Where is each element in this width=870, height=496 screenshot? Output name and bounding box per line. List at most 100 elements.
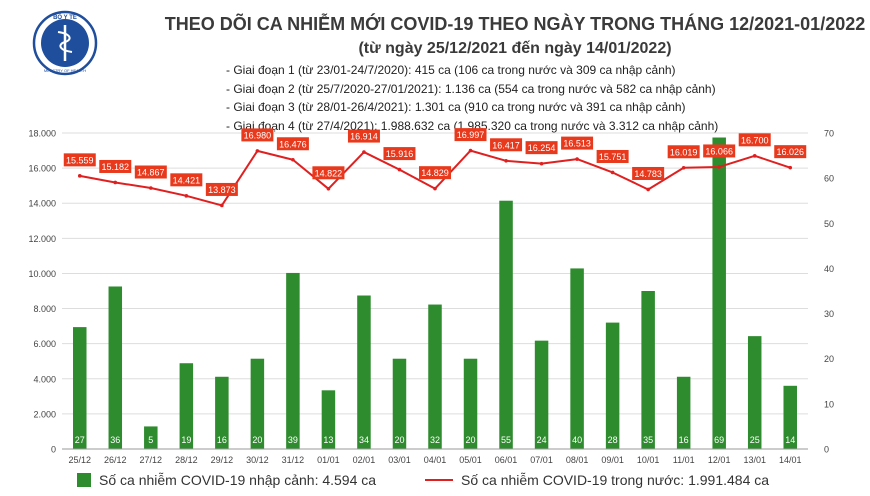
bar-value-label: 32 [430, 435, 440, 445]
logo-text: BỘ Y TẾ [53, 13, 77, 21]
x-axis-tick-label: 29/12 [211, 455, 234, 465]
x-axis-tick-label: 28/12 [175, 455, 198, 465]
logo-subtext: MINISTRY OF HEALTH [44, 68, 86, 73]
bar-value-label: 36 [110, 435, 120, 445]
bar [321, 390, 336, 449]
bar-value-label: 25 [750, 435, 760, 445]
left-axis-tick-label: 12.000 [28, 234, 56, 244]
bar-value-label: 27 [75, 435, 85, 445]
x-axis-tick-label: 10/01 [637, 455, 660, 465]
bar [463, 358, 478, 449]
bar [179, 363, 194, 449]
legend-imported: Số ca nhiễm COVID-19 nhập cảnh: 4.594 ca [77, 472, 376, 488]
line-point [184, 194, 189, 198]
bar-value-label: 19 [181, 435, 191, 445]
line-label-background [63, 153, 96, 167]
right-axis-tick-label: 0 [824, 445, 829, 455]
line-label-background [632, 166, 665, 180]
left-axis-tick-label: 4.000 [33, 374, 56, 384]
line-value-label: 16.513 [563, 139, 591, 149]
right-axis-tick-label: 70 [824, 129, 834, 139]
bar [712, 137, 726, 449]
domestic-cases-line [79, 149, 791, 207]
line-label-background [134, 165, 167, 179]
line-label-background [312, 166, 345, 180]
bar-value-label: 69 [714, 435, 724, 445]
line-label-background [99, 159, 132, 173]
right-axis-tick-label: 10 [824, 399, 834, 409]
bar-value-label: 20 [466, 435, 476, 445]
line-point [113, 180, 118, 185]
x-axis-tick-label: 12/01 [708, 455, 731, 465]
line-point [326, 186, 331, 191]
line-value-label: 14.421 [173, 175, 201, 185]
legend-domestic: Số ca nhiễm COVID-19 trong nước: 1.991.4… [425, 472, 769, 488]
line-label-background [596, 149, 629, 163]
line-point [77, 174, 82, 178]
x-axis-tick-label: 09/01 [601, 455, 624, 465]
bar [605, 322, 620, 449]
left-axis-tick-label: 8.000 [33, 304, 56, 314]
left-axis-tick-label: 18.000 [28, 129, 56, 139]
line-point [149, 186, 153, 190]
phase-note: - Giai đoạn 3 (từ 28/01-26/4/2021): 1.30… [226, 100, 686, 114]
line-point [717, 165, 721, 169]
ministry-logo: BỘ Y TẾ MINISTRY OF HEALTH [32, 10, 98, 76]
bar [108, 286, 123, 449]
x-axis-tick-label: 08/01 [566, 455, 589, 465]
x-axis-tick-label: 11/01 [673, 455, 695, 465]
line-label-background [419, 166, 451, 180]
bar-value-label: 20 [252, 435, 262, 445]
bar [747, 336, 762, 449]
x-axis-tick-label: 03/01 [388, 455, 411, 465]
bar [144, 426, 158, 449]
line-point [397, 167, 402, 172]
bar [428, 304, 442, 449]
line-label-background [525, 141, 558, 155]
legend-imported-label: Số ca nhiễm COVID-19 nhập cảnh: 4.594 ca [99, 472, 377, 488]
bar-value-label: 5 [148, 435, 153, 445]
line-value-label: 15.182 [102, 162, 130, 172]
bar-value-label: 24 [537, 435, 547, 445]
left-axis-tick-label: 0 [51, 445, 56, 455]
bar-value-label: 55 [501, 435, 511, 445]
line-label-background [205, 182, 238, 196]
bar-value-label: 28 [608, 435, 618, 445]
line-point [681, 165, 686, 170]
line-point [610, 170, 615, 175]
bar [534, 340, 549, 449]
line-value-label: 14.867 [137, 168, 165, 178]
bar [286, 272, 300, 449]
left-axis-tick-label: 14.000 [28, 199, 56, 209]
x-axis-tick-label: 05/01 [459, 455, 482, 465]
bar-value-label: 40 [572, 435, 582, 445]
line-label-background [490, 138, 523, 152]
bar [215, 376, 229, 449]
phase-note: - Giai đoạn 4 (từ 27/4/2021): 1.988.632 … [226, 118, 719, 133]
line-value-label: 16.417 [492, 140, 520, 150]
line-value-label: 16.066 [705, 146, 733, 156]
bar [250, 358, 265, 449]
x-axis-tick-label: 25/12 [68, 455, 91, 465]
left-axis-tick-label: 2.000 [33, 409, 56, 419]
line-point [255, 149, 260, 153]
x-axis-tick-label: 26/12 [104, 455, 127, 465]
phase-note: - Giai đoạn 1 (từ 23/01-24/7/2020): 415 … [226, 63, 676, 77]
line-value-label: 14.822 [315, 168, 343, 178]
line-point [788, 165, 793, 170]
x-axis-tick-label: 04/01 [424, 455, 447, 465]
line-value-label: 15.751 [599, 152, 627, 162]
left-axis-tick-label: 10.000 [28, 269, 56, 279]
line-point [752, 154, 757, 158]
line-label-background [703, 144, 736, 158]
bar-value-label: 13 [323, 435, 333, 445]
bar-value-label: 14 [785, 435, 795, 445]
line-point [575, 157, 579, 161]
bar [357, 295, 371, 449]
line-point [291, 157, 295, 162]
bar-value-label: 35 [643, 435, 653, 445]
bar-value-label: 20 [394, 435, 404, 445]
line-label-background [561, 136, 594, 150]
line-label-background [383, 147, 416, 161]
bar [73, 327, 87, 449]
